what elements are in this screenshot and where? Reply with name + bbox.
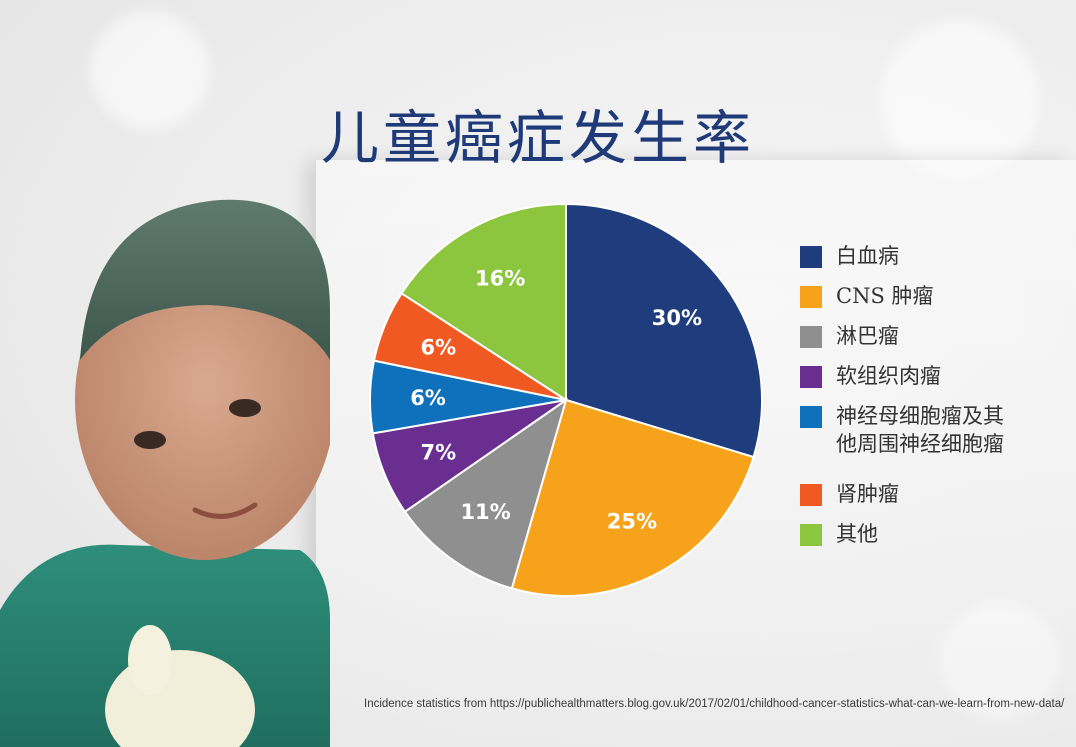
legend-label: 白血病 — [836, 244, 899, 268]
legend-swatch — [800, 524, 822, 546]
slice-value-label: 30% — [652, 306, 702, 330]
legend-label: 淋巴瘤 — [836, 324, 899, 348]
legend-swatch — [800, 366, 822, 388]
legend-item: CNS 肿瘤 — [800, 282, 1004, 310]
chart-legend: 白血病 CNS 肿瘤 淋巴瘤 软组织肉瘤 神经母细胞瘤及其 他周围神经细胞瘤 肾… — [800, 242, 1004, 560]
slice-value-label: 6% — [420, 336, 456, 360]
legend-label: 其他 — [836, 522, 878, 546]
pie-slice — [400, 202, 567, 402]
legend-swatch — [800, 326, 822, 348]
slice-value-label: 6% — [410, 386, 446, 410]
legend-item: 软组织肉瘤 — [800, 362, 1004, 390]
legend-swatch — [800, 286, 822, 308]
slice-value-label: 11% — [460, 500, 510, 524]
legend-swatch — [800, 246, 822, 268]
bokeh-light — [90, 10, 210, 130]
child-photo — [0, 199, 330, 747]
bokeh-light — [880, 20, 1040, 180]
pie-slice — [565, 202, 763, 459]
page-title: 儿童癌症发生率 — [320, 103, 755, 172]
legend-label: CNS 肿瘤 — [836, 284, 934, 308]
slice-value-label: 25% — [607, 509, 657, 533]
source-citation: Incidence statistics from https://public… — [364, 698, 1065, 710]
legend-label: 肾肿瘤 — [836, 482, 899, 506]
legend-swatch — [800, 406, 822, 428]
legend-label: 软组织肉瘤 — [836, 364, 941, 388]
legend-item: 神经母细胞瘤及其 他周围神经细胞瘤 — [800, 402, 1004, 458]
pie-chart: 30% 25% 11% 7% 6% 6% 16% — [369, 202, 763, 597]
legend-label: 神经母细胞瘤及其 他周围神经细胞瘤 — [836, 404, 1004, 456]
slice-value-label: 7% — [420, 440, 456, 464]
legend-item: 其他 — [800, 520, 1004, 548]
pie-slice — [510, 398, 755, 597]
legend-item: 白血病 — [800, 242, 1004, 270]
legend-item: 淋巴瘤 — [800, 322, 1004, 350]
slice-value-label: 16% — [475, 267, 525, 291]
pie-slice — [403, 397, 568, 590]
legend-swatch — [800, 484, 822, 506]
legend-item: 肾肿瘤 — [800, 480, 1004, 508]
